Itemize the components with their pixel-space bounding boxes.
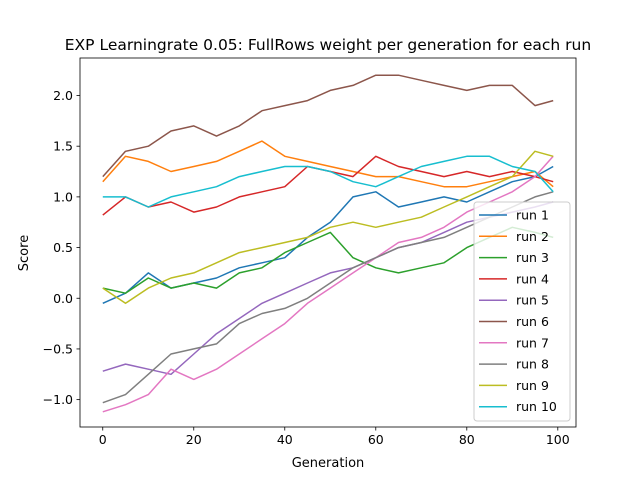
- x-tick-label: 100: [546, 432, 570, 447]
- legend-label: run 5: [516, 293, 549, 308]
- x-tick-label: 60: [368, 432, 384, 447]
- y-tick-label: −1.0: [43, 392, 73, 407]
- y-tick-label: 0.5: [53, 240, 73, 255]
- legend-label: run 10: [516, 399, 557, 414]
- legend-label: run 8: [516, 357, 549, 372]
- x-axis-label: Generation: [292, 456, 365, 471]
- y-tick-label: −0.5: [43, 341, 73, 356]
- chart-title: EXP Learningrate 0.05: FullRows weight p…: [65, 36, 591, 54]
- series-line-9: [102, 150, 554, 305]
- y-tick-label: 1.5: [53, 139, 73, 154]
- axes-frame: [79, 57, 577, 428]
- legend-label: run 2: [516, 229, 549, 244]
- legend-label: run 6: [516, 314, 549, 329]
- y-axis-label: Score: [17, 235, 32, 271]
- legend-label: run 9: [516, 378, 549, 393]
- legend-label: run 4: [516, 271, 549, 286]
- y-tick-label: 0.0: [53, 291, 73, 306]
- series-line-10: [102, 155, 554, 208]
- x-tick-label: 0: [99, 432, 107, 447]
- series-line-6: [102, 74, 554, 178]
- y-tick-label: 2.0: [53, 88, 73, 103]
- legend-box: [473, 201, 571, 422]
- legend-label: run 3: [516, 250, 549, 265]
- x-tick-label: 20: [186, 432, 202, 447]
- x-tick-label: 80: [459, 432, 475, 447]
- legend-label: run 1: [516, 208, 549, 223]
- plot-area: 0 20 40 60 80 100 −1.0 −0.5 0.0 0.5 1.0 1.5 2.0 run 1…: [43, 57, 577, 447]
- x-tick-label: 40: [277, 432, 293, 447]
- y-tick-label: 1.0: [53, 189, 73, 204]
- legend-label: run 7: [516, 335, 549, 350]
- series-line-2: [102, 140, 554, 188]
